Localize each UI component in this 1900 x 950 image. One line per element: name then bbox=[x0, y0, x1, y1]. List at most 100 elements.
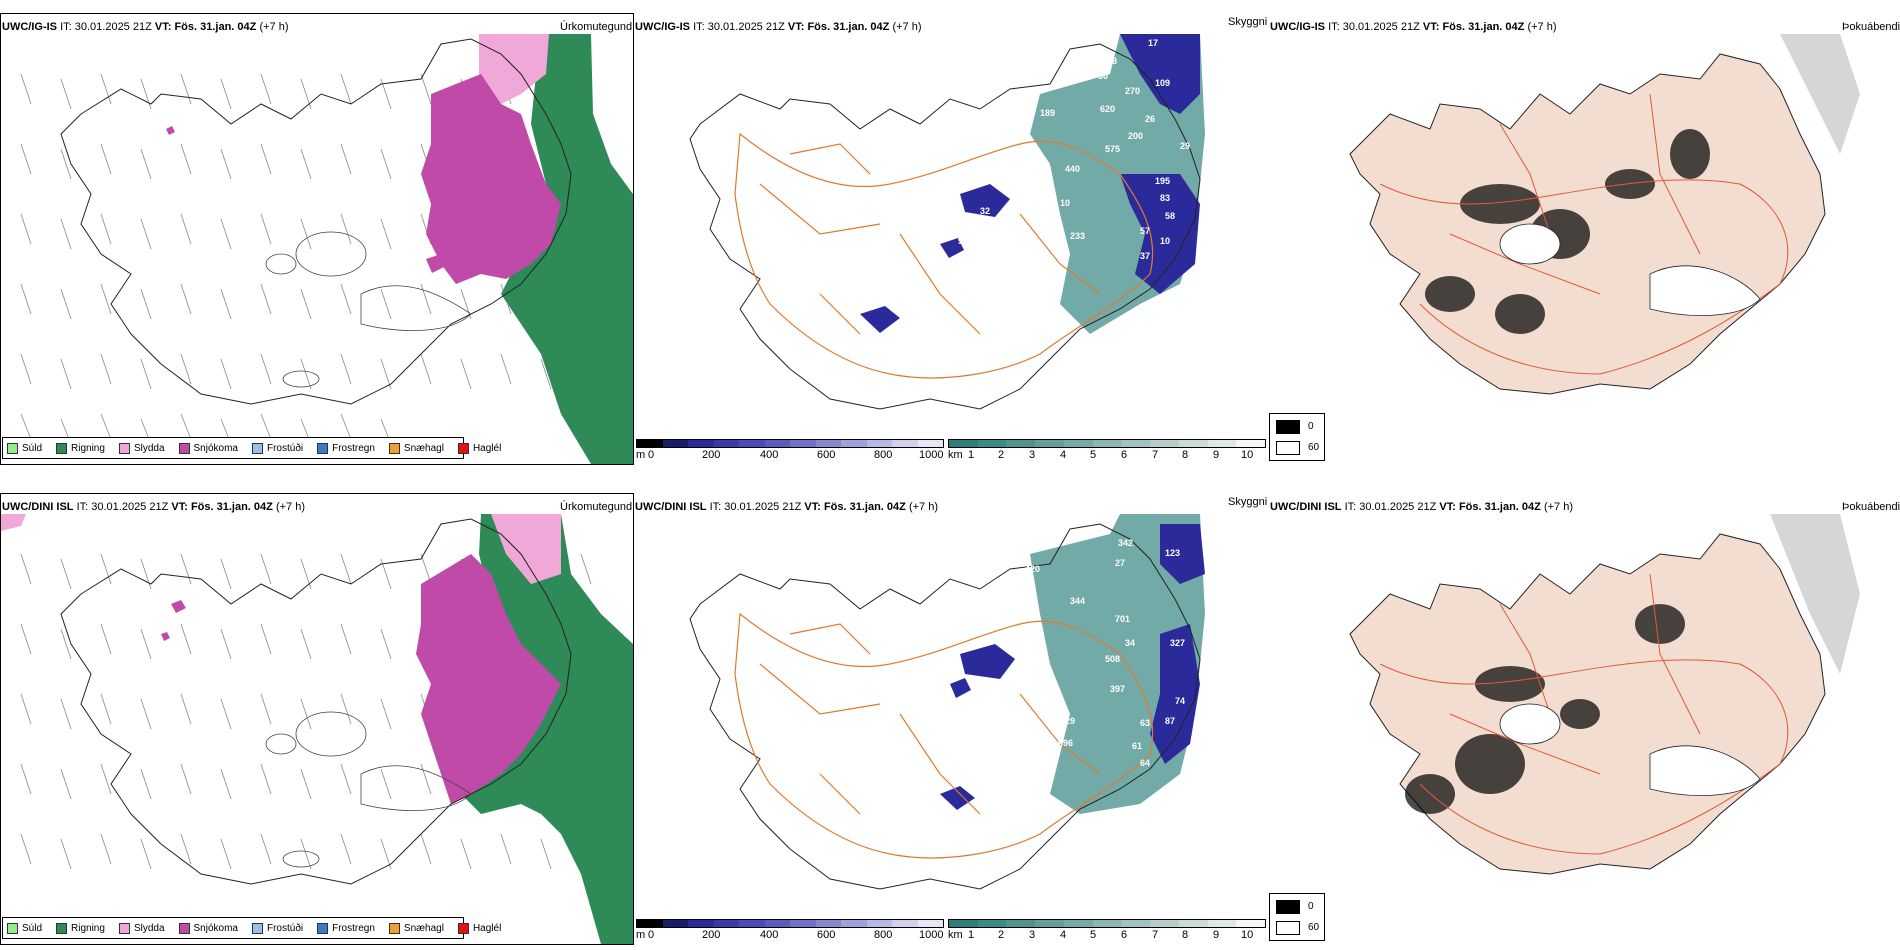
legend-item-rigning: Rigning bbox=[56, 922, 105, 934]
cloud-base-value: 27 bbox=[1115, 558, 1125, 568]
legend-item-snaehagl: Snæhagl bbox=[388, 442, 444, 454]
it-value: 30.01.2025 21Z bbox=[724, 501, 802, 513]
cloud-base-value: 397 bbox=[1110, 684, 1125, 694]
row-1: UWC/IG-IS IT: 30.01.2025 21Z VT: Fös. 31… bbox=[0, 0, 1900, 470]
colorbar-segment bbox=[637, 920, 663, 927]
legend-item-sudl: Súld bbox=[7, 442, 43, 454]
swatch bbox=[118, 922, 130, 934]
precip-map-2 bbox=[1, 514, 633, 944]
legend-item-snjokoma: Snjókoma bbox=[178, 442, 238, 454]
legend-item-frostudi: Frostúði bbox=[251, 922, 303, 934]
fog-title: Þokuábendi bbox=[1842, 21, 1900, 33]
swatch bbox=[178, 922, 190, 934]
cloud-base-value: 189 bbox=[1040, 108, 1055, 118]
fog-swatch-0 bbox=[1276, 420, 1300, 434]
legend-item-frostregn: Frostregn bbox=[317, 442, 375, 454]
snow-patch bbox=[161, 600, 186, 641]
cloud-base-value: 52 bbox=[1025, 774, 1035, 784]
header-cloud-1: UWC/IG-IS IT: 30.01.2025 21Z VT: Fös. 31… bbox=[635, 21, 921, 34]
cloud-base-value: 233 bbox=[1070, 231, 1085, 241]
colorbar-segment bbox=[1092, 920, 1122, 927]
glacier-outline bbox=[1499, 703, 1561, 745]
cloud-base-value: 696 bbox=[1058, 738, 1073, 748]
tick-label: 400 bbox=[760, 929, 779, 941]
tick-label: 5 bbox=[1090, 449, 1097, 461]
unit-label: km bbox=[948, 929, 963, 941]
colorbar-segment bbox=[1006, 440, 1036, 447]
fog-swatch-0 bbox=[1276, 900, 1300, 914]
snow-area bbox=[416, 554, 561, 804]
swatch bbox=[251, 922, 263, 934]
fog-label-0: 0 bbox=[1308, 901, 1314, 912]
legend-label: Haglél bbox=[472, 922, 502, 934]
it-value: 30.01.2025 21Z bbox=[74, 21, 152, 33]
precip-legend-2: Súld Rigning Slydda Snjókoma Frostúði Fr… bbox=[2, 917, 501, 939]
legend-label: Súld bbox=[22, 442, 43, 454]
swatch bbox=[7, 442, 18, 454]
cloud-base-value: 42 bbox=[1015, 236, 1025, 246]
tick-label: 1 bbox=[968, 449, 975, 461]
legend-item-haglel: Haglél bbox=[457, 442, 502, 454]
colorbar-segment bbox=[866, 440, 892, 447]
cloud-base-value: 620 bbox=[1100, 104, 1115, 114]
it-label: IT: bbox=[693, 21, 705, 33]
vt-label: VT: bbox=[171, 501, 188, 513]
colorbar-segment bbox=[739, 440, 765, 447]
colorbar-segment bbox=[815, 920, 841, 927]
offset: (+7 h) bbox=[259, 21, 289, 33]
unit-label: m bbox=[636, 929, 646, 941]
it-label: IT: bbox=[60, 21, 72, 33]
model-name: UWC/IG-IS bbox=[635, 21, 690, 33]
legend-label: Haglél bbox=[472, 442, 502, 454]
colorbar-segment bbox=[841, 920, 867, 927]
cloud-base-value: 17 bbox=[1148, 38, 1158, 48]
cloud-base-value: 29 bbox=[1180, 141, 1190, 151]
it-label: IT: bbox=[1328, 21, 1340, 33]
colorbar-segment bbox=[662, 920, 688, 927]
colorbar-segment bbox=[1035, 920, 1064, 927]
fog-map-2 bbox=[1349, 514, 1860, 875]
cloud-base-value: 10 bbox=[1060, 198, 1070, 208]
legend-item-rigning: Rigning bbox=[56, 442, 105, 454]
colorbar-segment bbox=[1207, 440, 1237, 447]
cloud-base-value: 575 bbox=[1105, 144, 1120, 154]
tick-label: 0 bbox=[648, 929, 655, 941]
cloud-base-value: 96 bbox=[962, 176, 972, 186]
cloud-base-value: 270 bbox=[1125, 86, 1140, 96]
fog-label-0: 0 bbox=[1308, 421, 1314, 432]
snow-patch bbox=[166, 126, 448, 273]
colorbar-segment bbox=[688, 440, 714, 447]
colorbar-segment bbox=[1121, 920, 1151, 927]
iceland-outline bbox=[60, 518, 572, 885]
tick-label: 600 bbox=[817, 929, 836, 941]
colorbar-segment bbox=[866, 920, 892, 927]
cloud-base-value: 96 bbox=[958, 236, 968, 246]
glacier-outline bbox=[1649, 745, 1761, 796]
header-fog-1: UWC/IG-IS IT: 30.01.2025 21Z VT: Fös. 31… bbox=[1270, 21, 1556, 34]
rain-area bbox=[501, 34, 633, 464]
cloud-base-value: 37 bbox=[1140, 251, 1150, 261]
fog-land bbox=[1349, 53, 1826, 395]
cloud-base-value: 30 bbox=[1098, 71, 1108, 81]
tick-label: 7 bbox=[1152, 449, 1159, 461]
cloud-base-value: 10 bbox=[920, 774, 930, 784]
cloudbase-colorbar-2: m 0 200 400 600 800 1000 bbox=[636, 919, 944, 945]
fog-dark-areas bbox=[1405, 604, 1685, 814]
tick-label: 5 bbox=[1090, 929, 1097, 941]
legend-item-snjokoma: Snjókoma bbox=[178, 922, 238, 934]
colorbar-segment bbox=[1236, 920, 1266, 927]
vt-value: Fös. 31.jan. 04Z bbox=[807, 21, 890, 33]
vt-value: Fös. 31.jan. 04Z bbox=[823, 501, 906, 513]
colorbar-segment bbox=[892, 440, 918, 447]
it-value: 30.01.2025 21Z bbox=[1342, 21, 1420, 33]
cloud-base-value: 5 bbox=[852, 266, 857, 276]
visibility-colorbar-1: km 1 2 3 4 5 6 7 8 9 10 bbox=[948, 439, 1266, 465]
tick-label: 6 bbox=[1121, 449, 1128, 461]
glacier-outline bbox=[1499, 223, 1561, 265]
iceland-outline bbox=[689, 43, 1201, 410]
tick-label: 9 bbox=[1213, 929, 1220, 941]
vt-label: VT: bbox=[1422, 21, 1440, 33]
cloud-base-value: 342 bbox=[1118, 538, 1133, 548]
